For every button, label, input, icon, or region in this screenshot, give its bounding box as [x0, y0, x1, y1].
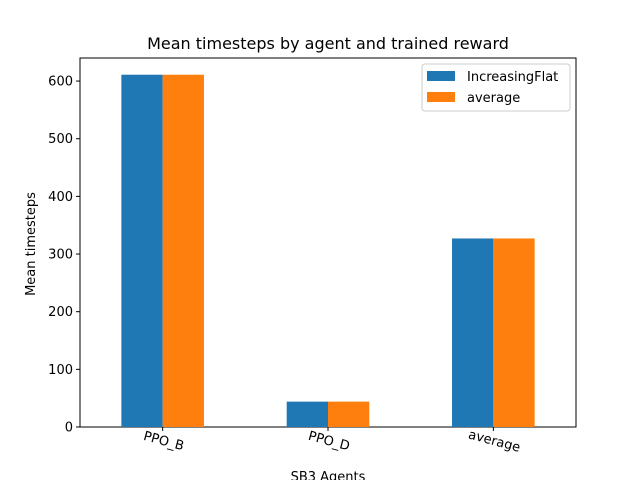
bar-PPO_D-IncreasingFlat — [286, 401, 328, 427]
y-tick-label: 0 — [65, 421, 73, 436]
legend: IncreasingFlat average — [421, 63, 571, 112]
y-tick-label: 400 — [48, 190, 73, 205]
y-axis-label: Mean timesteps — [24, 192, 39, 296]
y-tick-label: 100 — [48, 363, 73, 378]
chart-title: Mean timesteps by agent and trained rewa… — [147, 34, 509, 53]
bar-PPO_D-average — [328, 401, 370, 427]
y-tick-label: 300 — [48, 248, 73, 263]
y-axis: 0 100 200 300 400 500 600 — [48, 75, 80, 436]
y-tick-label: 600 — [48, 75, 73, 90]
legend-box — [421, 63, 571, 112]
legend-swatch-IncreasingFlat — [427, 71, 455, 81]
legend-label-IncreasingFlat: IncreasingFlat — [467, 70, 558, 85]
legend-swatch-average — [427, 92, 455, 102]
bar-PPO_B-IncreasingFlat — [121, 74, 163, 428]
y-tick-label: 200 — [48, 305, 73, 320]
legend-label-average: average — [467, 91, 520, 106]
bars-group — [121, 74, 535, 428]
x-axis-label: SB3 Agents — [291, 470, 366, 480]
bar-average-average — [493, 238, 535, 427]
bar-average-IncreasingFlat — [452, 238, 494, 427]
bar-PPO_B-average — [162, 74, 204, 428]
y-tick-label: 500 — [48, 132, 73, 147]
